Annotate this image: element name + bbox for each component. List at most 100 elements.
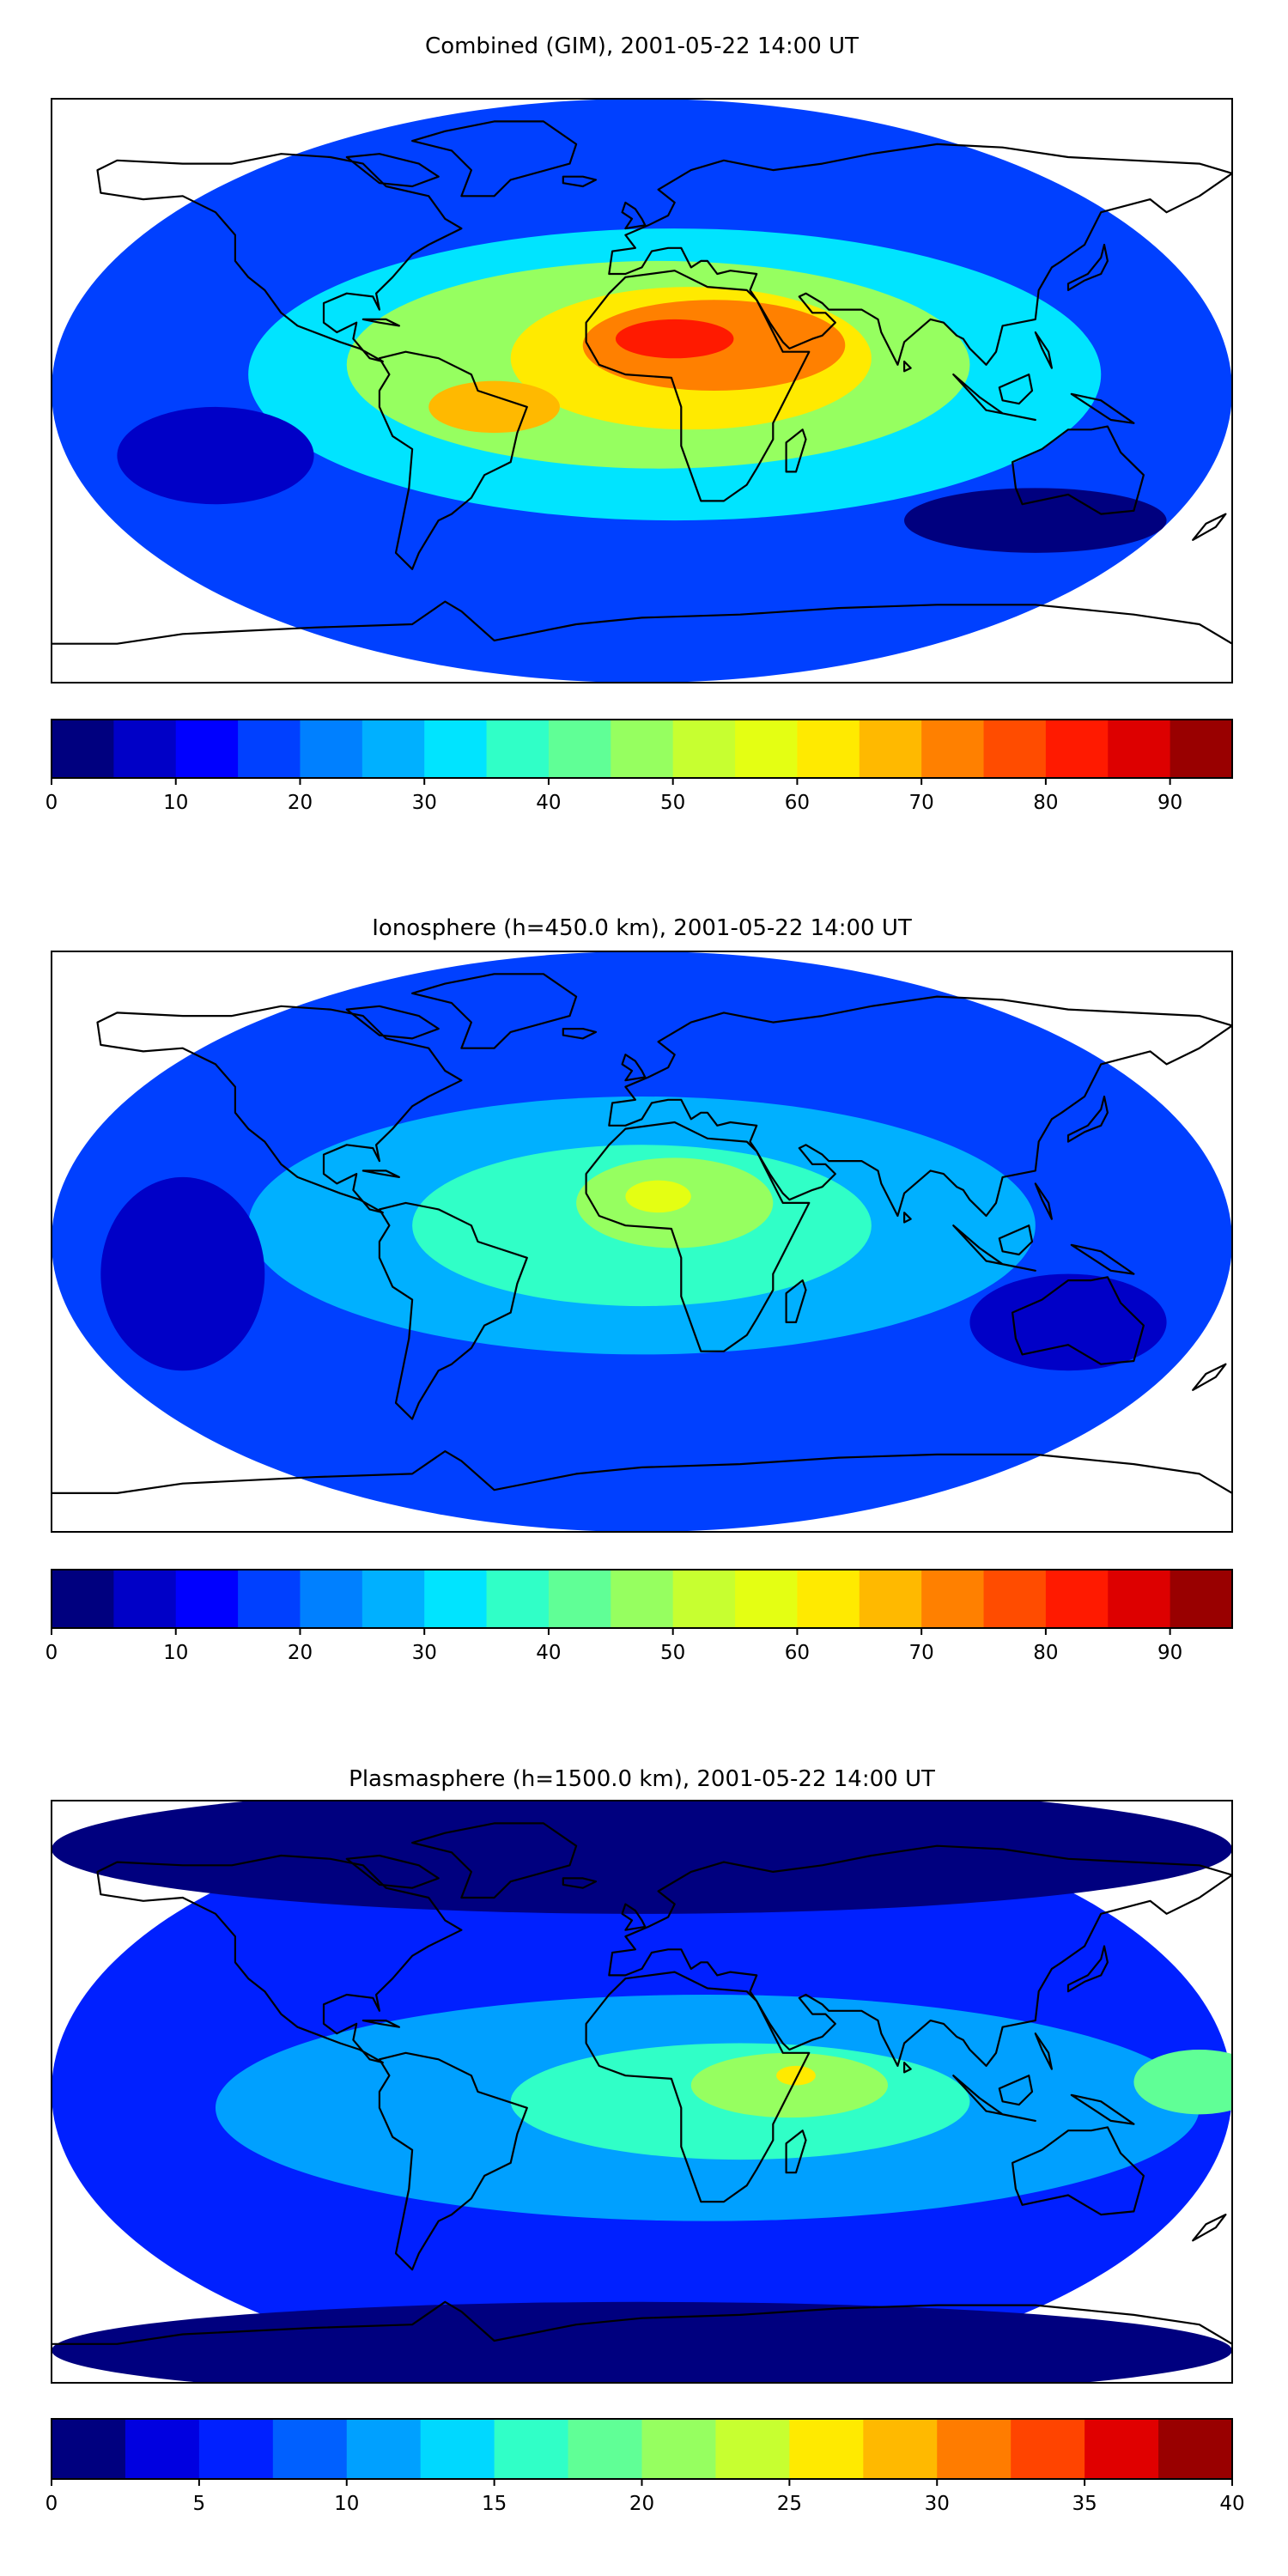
colorbar-swatch (1108, 720, 1171, 778)
coast-britain (621, 1054, 647, 1082)
colorbar-tick-label: 30 (925, 2493, 950, 2515)
colorbar-tick-label: 60 (785, 1642, 810, 1664)
contour-maximum (625, 1180, 691, 1213)
coast-cuba (361, 318, 400, 327)
colorbar-swatch (715, 2419, 790, 2479)
colorbar-tick-label: 0 (46, 1642, 58, 1664)
colorbar-tick-label: 50 (660, 1642, 685, 1664)
colorbar-tick-label: 70 (909, 792, 934, 814)
coast-eurasia (608, 1844, 1232, 2067)
map-frame (51, 1800, 1233, 2384)
colorbar-frame (51, 719, 1233, 779)
colorbar-swatch (1170, 720, 1233, 778)
coast-antarctica (52, 1450, 1232, 1494)
colorbar-tick-label: 10 (163, 792, 188, 814)
coast-madagascar (785, 2129, 807, 2174)
colorbar-swatch (735, 720, 799, 778)
colorbar-swatch (797, 720, 860, 778)
coast-japan (1066, 1095, 1109, 1143)
coast-japan (1066, 1945, 1109, 1993)
coast-britain (621, 201, 647, 230)
colorbar-tick-label: 0 (46, 792, 58, 814)
colorbar-swatch (1084, 2419, 1159, 2479)
coastlines (52, 120, 1232, 645)
colorbar-swatch (797, 1570, 860, 1628)
colorbar-swatch (486, 720, 550, 778)
coast-north-america (96, 1854, 463, 2064)
colorbar-swatch (238, 720, 301, 778)
tec-map (52, 951, 1232, 1532)
tec-map (52, 99, 1232, 683)
coast-baffin (345, 1854, 440, 1889)
colorbar-tick-label: 40 (536, 792, 561, 814)
coast-eurasia (608, 995, 1232, 1218)
colorbar-tick-label: 40 (536, 1642, 561, 1664)
colorbar-tick-label: 80 (1033, 792, 1058, 814)
colorbar-tick-label: 0 (46, 2493, 58, 2515)
colorbar-tick-label: 80 (1033, 1642, 1058, 1664)
colorbar-swatch (921, 720, 985, 778)
coast-iceland (562, 175, 598, 188)
coast-indonesia (952, 374, 1036, 422)
coast-madagascar (785, 1279, 807, 1323)
contour-maximum (615, 319, 734, 359)
coast-greenland (411, 120, 578, 197)
coast-south-america (378, 1201, 528, 1420)
colorbar-swatch (494, 2419, 569, 2479)
coastlines (52, 1822, 1232, 2345)
panel-title: Combined (GIM), 2001-05-22 14:00 UT (425, 33, 859, 59)
colorbar-swatch (52, 1570, 114, 1628)
colorbar-swatch (1045, 1570, 1109, 1628)
colorbar-tick-label: 90 (1157, 1642, 1182, 1664)
colorbar-swatch (1108, 1570, 1171, 1628)
coast-new-guinea (1070, 392, 1135, 424)
contour-pacific-low (117, 406, 314, 505)
coast-africa (585, 270, 811, 502)
coast-australia (1012, 2126, 1145, 2216)
colorbar-tick-label: 10 (334, 2493, 359, 2515)
coast-south-america (378, 2051, 528, 2271)
colorbar-tick-label: 70 (909, 1642, 934, 1664)
colorbar-tick-label: 20 (288, 1642, 313, 1664)
colorbar-swatch (1045, 720, 1109, 778)
panel-title: Plasmasphere (h=1500.0 km), 2001-05-22 1… (349, 1766, 935, 1792)
colorbar-swatch (548, 720, 611, 778)
coast-new-guinea (1070, 1243, 1135, 1275)
coast-new-zealand (1192, 1363, 1227, 1391)
colorbar-swatch (361, 1570, 425, 1628)
coast-australia (1012, 1276, 1145, 1365)
colorbar-swatch (175, 1570, 239, 1628)
coast-philippines (1034, 331, 1053, 369)
colorbar-swatch (361, 720, 425, 778)
colorbar-swatch (424, 1570, 488, 1628)
coast-greenland (411, 973, 578, 1049)
contour-australia-low (969, 1273, 1167, 1371)
coastlines (52, 973, 1232, 1494)
coast-south-america (378, 350, 528, 570)
coast-borneo (998, 1224, 1034, 1256)
coast-africa (585, 1971, 811, 2203)
coast-britain (621, 1903, 647, 1931)
colorbar-tick-label: 30 (412, 1642, 437, 1664)
contour-south-america-crest (428, 380, 560, 434)
coast-cuba (361, 2020, 400, 2028)
coast-iceland (562, 1877, 598, 1889)
colorbar-swatch (1170, 1570, 1233, 1628)
coast-antarctica (52, 2300, 1232, 2345)
coast-japan (1066, 243, 1109, 291)
colorbar-swatch (859, 1570, 922, 1628)
coast-eurasia (608, 143, 1232, 366)
coast-baffin (345, 1005, 440, 1040)
colorbar-swatch (113, 720, 177, 778)
colorbar-swatch (789, 2419, 864, 2479)
coast-africa (585, 1121, 811, 1352)
colorbar: 0 5 10 15 20 25 30 35 40 (46, 2418, 1245, 2515)
contour-polar-low (52, 1801, 1232, 1914)
colorbar-swatch (921, 1570, 985, 1628)
coast-antarctica (52, 600, 1232, 645)
coast-borneo (998, 2075, 1034, 2106)
colorbar-tick-label: 60 (785, 792, 810, 814)
colorbar-tick-label: 20 (288, 792, 313, 814)
contour-southern-trough (904, 488, 1167, 553)
tec-map (52, 1801, 1232, 2383)
